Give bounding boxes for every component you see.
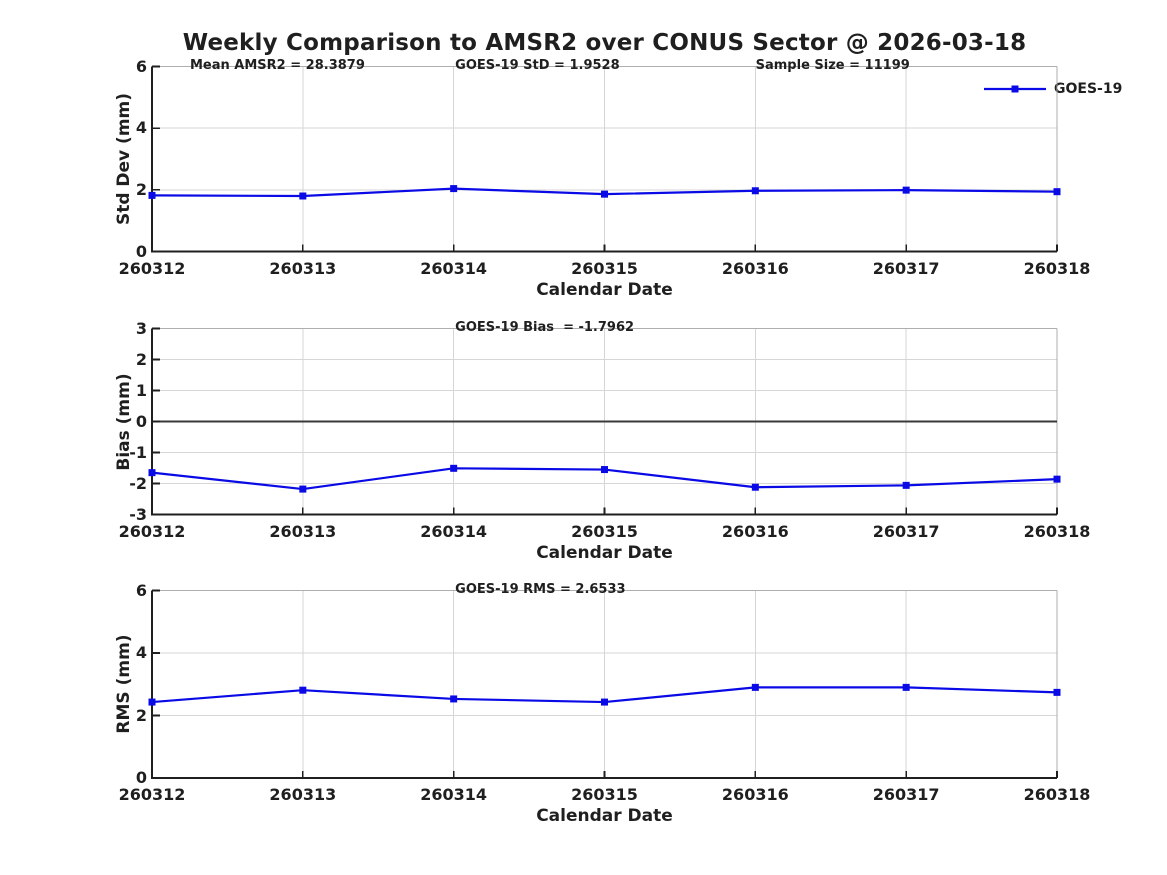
bias-marker-260313	[299, 485, 307, 493]
rms-annotation-0: GOES-19 RMS = 2.6533	[455, 581, 626, 597]
rms-ytick-6: 6	[135, 580, 147, 600]
stddev-marker-260318	[1053, 188, 1061, 196]
rms-xtick-260316: 260316	[721, 785, 789, 804]
bias-marker-260314	[450, 464, 458, 472]
stddev-xtick-260318: 260318	[1023, 258, 1091, 278]
stddev-annotation-2: Sample Size = 11199	[755, 57, 910, 73]
bias-xtick-260318: 260318	[1023, 521, 1091, 541]
stddev-ytick-2: 2	[135, 179, 147, 199]
legend-line-sample-icon	[984, 80, 1047, 98]
rms-series-line	[151, 686, 1058, 704]
bias-marker-260315	[601, 466, 608, 474]
bias-xtick-260315: 260315	[571, 521, 638, 541]
bias-annotation-0: GOES-19 Bias = -1.7962	[455, 319, 635, 335]
rms-xtick-260318: 260318	[1023, 785, 1091, 804]
rms-marker-260313	[299, 686, 307, 694]
bias-ytick--2: -2	[129, 473, 147, 493]
stddev-ytick-6: 6	[135, 56, 147, 76]
stddev-annotation-0: Mean AMSR2 = 28.3879	[190, 57, 365, 73]
stddev-xtick-260314: 260314	[420, 258, 488, 278]
bias-xtick-260313: 260313	[269, 521, 337, 541]
rms-ytick-4: 4	[135, 643, 147, 662]
legend: GOES-19	[984, 80, 1122, 98]
bias-ytick-0: 0	[135, 411, 147, 431]
stddev-marker-260316	[751, 187, 759, 195]
rms-marker-260314	[450, 695, 458, 703]
legend-label: GOES-19	[1054, 81, 1123, 97]
bias-ytick-3: 3	[135, 318, 147, 338]
rms-xtick-260315: 260315	[571, 785, 638, 804]
stddev-marker-260313	[299, 192, 307, 200]
stddev-xaxis-label: Calendar Date	[536, 279, 673, 300]
rms-ytick-2: 2	[135, 705, 147, 725]
rms-marker-260316	[751, 683, 759, 691]
bias-marker-260316	[751, 483, 759, 491]
rms-xtick-260314: 260314	[420, 785, 488, 804]
bias-yaxis-label: Bias (mm)	[114, 372, 134, 471]
stddev-yaxis-label: Std Dev (mm)	[114, 92, 134, 226]
rms-marker-260318	[1053, 688, 1061, 696]
rms-yaxis-label: RMS (mm)	[114, 634, 134, 734]
stddev-xtick-260316: 260316	[721, 258, 789, 278]
bias-xtick-260312: 260312	[118, 521, 186, 541]
bias-xtick-260314: 260314	[420, 521, 488, 541]
rms-xtick-260313: 260313	[269, 785, 337, 804]
rms-xtick-260312: 260312	[118, 785, 186, 804]
bias-marker-260312	[148, 469, 156, 477]
bias-xtick-260317: 260317	[872, 521, 940, 541]
stddev-marker-260315	[601, 190, 608, 198]
stddev-marker-260312	[148, 191, 156, 199]
stddev-ytick-0: 0	[135, 241, 147, 261]
bias-marker-260318	[1053, 475, 1061, 483]
bias-ytick-1: 1	[135, 380, 147, 400]
stddev-marker-260317	[902, 186, 910, 194]
bias-ytick-2: 2	[135, 349, 147, 369]
bias-xtick-260316: 260316	[721, 521, 789, 541]
rms-xaxis-label: Calendar Date	[536, 806, 673, 826]
bias-ytick--1: -1	[129, 442, 147, 462]
bias-xaxis-label: Calendar Date	[536, 542, 673, 563]
stddev-xtick-260312: 260312	[118, 258, 186, 278]
stddev-xtick-260313: 260313	[269, 258, 337, 278]
rms-ytick-0: 0	[135, 768, 147, 787]
stddev-annotation-1: GOES-19 StD = 1.9528	[455, 57, 620, 73]
stddev-xtick-260317: 260317	[872, 258, 940, 278]
rms-xtick-260317: 260317	[872, 785, 940, 804]
stddev-marker-260314	[450, 185, 458, 193]
rms-marker-260317	[902, 683, 910, 691]
rms-marker-260312	[148, 698, 156, 706]
bias-ytick--3: -3	[129, 504, 147, 524]
bias-series-line	[151, 467, 1058, 491]
figure-title: Weekly Comparison to AMSR2 over CONUS Se…	[182, 30, 1027, 56]
bias-marker-260317	[902, 481, 910, 489]
rms-marker-260315	[601, 698, 608, 706]
stddev-ytick-4: 4	[135, 118, 147, 138]
stddev-series-line	[151, 187, 1058, 198]
stddev-xtick-260315: 260315	[571, 258, 638, 278]
